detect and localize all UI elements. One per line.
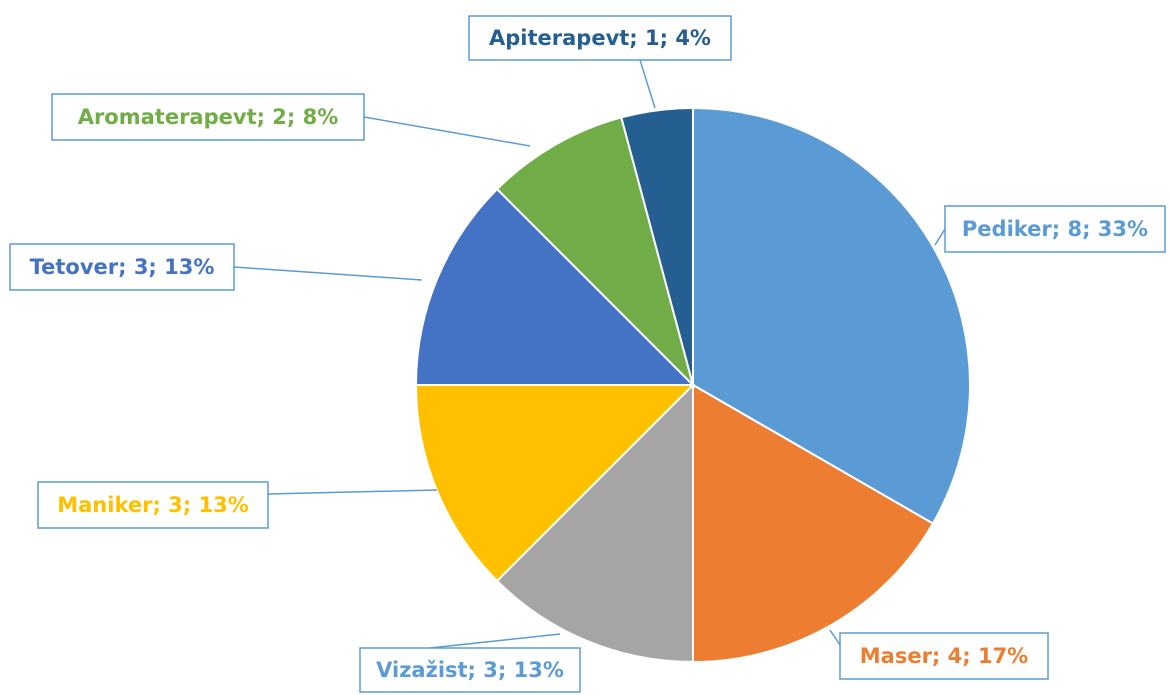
label-box [944,205,1166,253]
label-box [359,647,581,693]
label-box [468,15,732,61]
pie-slice [495,382,694,664]
data-label: Pediker; 8; 33% [962,217,1148,241]
pie-slice [692,383,935,664]
data-label: Aromaterapevt; 2; 8% [78,105,339,129]
leader-line [429,633,561,649]
data-label: Apiterapevt; 1; 4% [489,26,711,50]
pie-slice [692,106,971,525]
data-label: Maser; 4; 17% [860,644,1028,668]
leader-line [934,228,946,246]
data-label: Tetover; 3; 13% [30,255,215,279]
pie-slice [414,187,696,386]
pie-slice [414,384,696,583]
leader-line [233,266,423,281]
label-box [839,632,1049,680]
data-label: Vizažist; 3; 13% [376,658,564,682]
label-box [9,243,235,291]
pie-slice [620,106,694,386]
label-box [37,481,269,529]
leader-line [267,489,438,495]
leader-line [363,116,531,147]
data-label: Maniker; 3; 13% [57,493,249,517]
label-box [51,93,365,141]
leader-line [639,59,656,109]
pie-slice [495,116,695,389]
leader-line [829,629,841,646]
